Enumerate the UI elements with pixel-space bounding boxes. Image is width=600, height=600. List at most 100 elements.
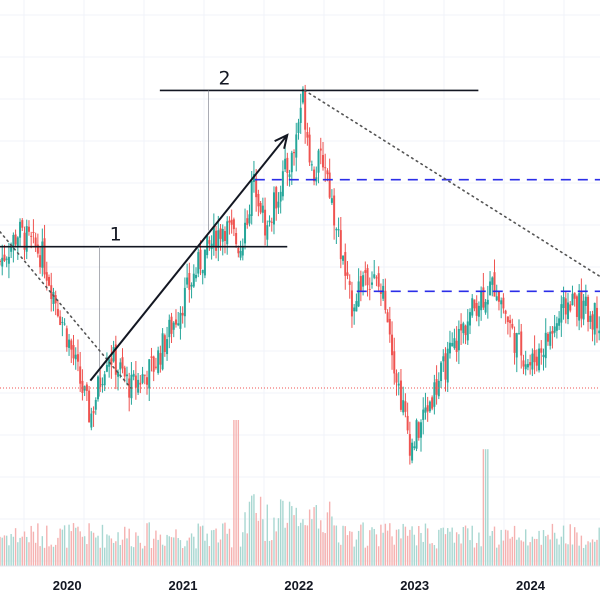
candle-body xyxy=(428,401,431,412)
volume-bar xyxy=(99,547,101,566)
level-label-2: 2 xyxy=(218,67,230,89)
volume-bar xyxy=(177,538,179,566)
volume-bar xyxy=(529,542,531,566)
volume-bar xyxy=(152,538,155,566)
volume-bar xyxy=(342,525,344,566)
candle-body xyxy=(555,323,558,331)
candle-body xyxy=(277,201,280,208)
candle-body xyxy=(293,152,296,154)
volume-bar xyxy=(422,541,424,566)
volume-bar xyxy=(507,530,509,566)
volume-bar xyxy=(451,527,453,566)
candle-body xyxy=(179,312,182,329)
volume-bar xyxy=(284,527,286,566)
volume-bar xyxy=(181,548,184,566)
candle-body xyxy=(288,174,291,178)
candle-body xyxy=(92,410,95,414)
volume-bar xyxy=(257,520,260,566)
volume-bar xyxy=(504,529,507,566)
volume-bar xyxy=(426,528,429,566)
candle-body xyxy=(495,296,498,301)
volume-bar xyxy=(469,540,471,566)
volume-bar xyxy=(115,541,117,566)
volume-bar xyxy=(130,546,133,566)
candle-body xyxy=(148,359,151,389)
volume-bar xyxy=(70,531,72,566)
candle-body xyxy=(181,312,184,316)
candle-body xyxy=(582,300,585,320)
candle-body xyxy=(137,379,140,393)
candle-body xyxy=(355,301,358,312)
candle-body xyxy=(402,400,405,413)
dotted-trendline xyxy=(303,89,600,278)
volume-bar xyxy=(596,539,598,566)
candle-body xyxy=(326,170,329,175)
candle-body xyxy=(377,273,380,287)
candle-body xyxy=(190,284,193,287)
volume-bar xyxy=(66,547,68,566)
candle-body xyxy=(339,230,342,260)
candle-body xyxy=(85,384,88,391)
volume-bar xyxy=(170,537,173,566)
volume-bar xyxy=(344,526,346,566)
candle-body xyxy=(52,292,55,304)
volume-bar xyxy=(3,535,6,566)
volume-bar xyxy=(540,544,542,566)
volume-bar xyxy=(547,534,549,566)
candle-body xyxy=(212,226,215,246)
volume-bar xyxy=(61,529,64,566)
volume-bar xyxy=(340,544,342,566)
volume-bar xyxy=(197,523,199,566)
volume-bar xyxy=(275,531,277,566)
volume-bar xyxy=(585,544,587,566)
candle-body xyxy=(206,235,209,256)
candle-body xyxy=(286,157,289,174)
volume-bar xyxy=(524,529,527,566)
candle-body xyxy=(538,348,541,371)
candle-body xyxy=(529,362,532,366)
volume-bar xyxy=(576,532,578,566)
volume-bar xyxy=(48,546,50,566)
candle-body xyxy=(166,339,169,355)
volume-bar xyxy=(235,420,237,566)
x-tick-label: 2021 xyxy=(169,578,198,593)
candle-body xyxy=(404,401,407,412)
volume-bar xyxy=(455,532,458,566)
volume-bar xyxy=(12,536,15,566)
candle-body xyxy=(139,382,142,385)
candle-body xyxy=(110,358,113,365)
candle-body xyxy=(103,374,106,386)
volume-bar xyxy=(34,542,37,566)
volume-bar xyxy=(442,527,444,566)
volume-bar xyxy=(404,526,407,566)
price-candles xyxy=(0,84,600,465)
candle-body xyxy=(297,122,300,134)
volume-bar xyxy=(373,528,375,566)
volume-bar xyxy=(311,519,313,566)
volume-bar xyxy=(32,531,35,566)
volume-bar xyxy=(266,504,269,566)
volume-bar xyxy=(324,533,326,566)
candle-body xyxy=(215,230,218,251)
candle-body xyxy=(595,307,598,329)
candle-body xyxy=(90,413,93,428)
volume-bar xyxy=(28,542,30,566)
candle-body xyxy=(504,310,507,314)
candle-body xyxy=(208,240,211,244)
candle-body xyxy=(497,291,500,302)
volume-bar xyxy=(83,536,86,566)
candle-body xyxy=(379,292,382,294)
volume-bar xyxy=(536,538,538,566)
volume-bar xyxy=(384,523,387,566)
candle-body xyxy=(422,409,425,420)
candle-body xyxy=(513,332,516,353)
candle-body xyxy=(105,365,108,372)
volume-bar xyxy=(351,531,353,566)
volume-bar xyxy=(112,542,115,566)
volume-bar xyxy=(144,545,146,566)
volume-bar xyxy=(571,544,574,566)
candle-body xyxy=(217,230,220,248)
volume-bar xyxy=(86,544,88,566)
candle-body xyxy=(10,245,13,252)
volume-bar xyxy=(273,517,275,566)
